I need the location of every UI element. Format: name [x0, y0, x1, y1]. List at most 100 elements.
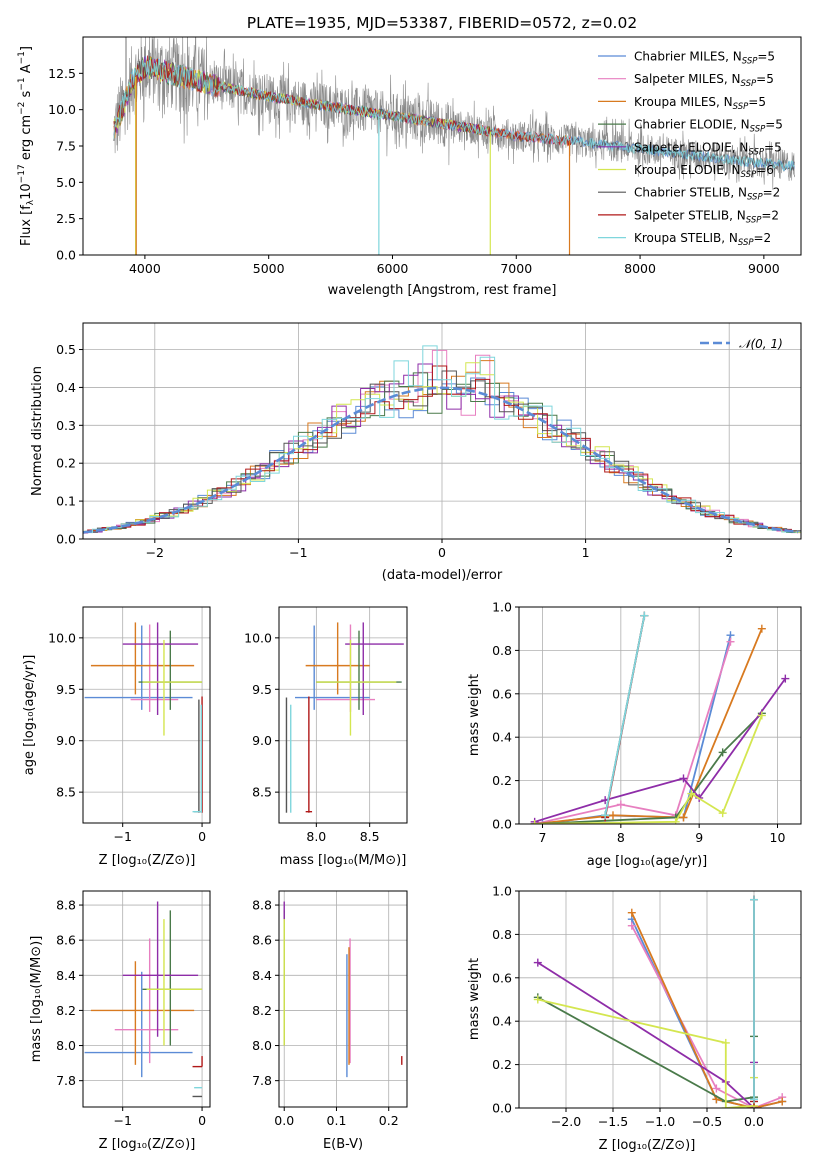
x-tick-label: 1	[582, 545, 590, 560]
y-tick-label: 7.8	[56, 1073, 76, 1088]
age-vs-mass-xlabel: mass [log₁₀(M/M⊙)]	[280, 853, 407, 868]
plot-area	[83, 345, 801, 535]
y-tick-label: 8.5	[56, 785, 76, 800]
x-tick-label: 9000	[748, 261, 780, 276]
y-tick-label: 5.0	[56, 175, 76, 190]
y-tick-label: 0.6	[492, 970, 512, 985]
legend-label: Salpeter MILES, NSSP=5	[634, 72, 774, 89]
y-tick-label: 0.3	[56, 418, 76, 433]
legend-subscript: SSP	[742, 57, 758, 67]
plot-area	[113, 37, 795, 255]
x-tick-label: −1	[113, 829, 131, 844]
mass-weight-line	[537, 996, 755, 1103]
residual-histogram	[83, 372, 801, 535]
mass-weight-line	[630, 912, 783, 1108]
weight-vs-z-ylabel: mass weight	[467, 958, 482, 1040]
legend-value: =2	[754, 231, 772, 245]
legend-label: 𝒩(0, 1)	[739, 337, 783, 351]
model-spectrum-line	[113, 55, 571, 146]
y-tick-label: 0.0	[56, 248, 76, 263]
weight-vs-age-xlabel: age [log₁₀(age/yr)]	[587, 854, 708, 869]
x-tick-label: 8.5	[360, 829, 380, 844]
spectrum-xlabel: wavelength [Angstrom, rest frame]	[328, 283, 557, 298]
y-tick-label: 8.8	[252, 898, 272, 913]
x-tick-label: 7000	[500, 261, 532, 276]
legend-value: =5	[765, 118, 783, 132]
legend-label: Salpeter STELIB, NSSP=2	[634, 208, 779, 225]
y-tick-label: 9.0	[252, 733, 272, 748]
legend-value: =2	[761, 208, 779, 222]
y-tick-label: 0.5	[56, 342, 76, 357]
age-vs-z-ylabel: age [log₁₀(age/yr)]	[22, 655, 37, 776]
residual-histogram	[83, 345, 801, 534]
y-tick-label: 0.2	[492, 773, 512, 788]
age-vs-z-panel: −1 0 8.5 9.0 9.5 10.0	[48, 606, 211, 844]
y-tick-label: 0.8	[492, 927, 512, 942]
x-tick-label: 4000	[129, 261, 161, 276]
mass-vs-z-panel: −1 0 7.8 8.0 8.2 8.4 8.6 8.8	[56, 890, 211, 1128]
x-tick-label: 9	[695, 830, 703, 845]
plot-area	[530, 611, 790, 824]
x-tick-label: −1	[113, 1113, 131, 1128]
y-tick-label: 10.0	[48, 102, 76, 117]
x-tick-label: 2	[725, 545, 733, 560]
y-tick-label: 10.0	[48, 630, 76, 645]
y-tick-label: 7.8	[252, 1073, 272, 1088]
x-tick-label: 8000	[624, 261, 656, 276]
y-tick-label: 0.1	[56, 494, 76, 509]
mass-weight-line	[534, 641, 732, 824]
y-tick-label: 8.0	[252, 1038, 272, 1053]
legend-label: Kroupa ELODIE, NSSP=6	[634, 163, 774, 180]
plot-area	[84, 901, 203, 1098]
x-tick-label: 8	[617, 830, 625, 845]
y-tick-label: 7.5	[56, 139, 76, 154]
y-tick-label: 9.0	[56, 733, 76, 748]
mass-weight-line	[537, 961, 755, 1108]
residuals-ylabel: Normed distribution	[30, 366, 45, 496]
legend-subscript: SSP	[750, 125, 766, 135]
mass-weight-line	[604, 615, 646, 816]
weight-vs-z-xlabel: Z [log₁₀(Z/Z⊙)]	[599, 1138, 696, 1153]
spectrum-panel: 4000 5000 6000 7000 8000 9000 0.0 2.5 5.0 7.5 10.0…	[48, 36, 802, 276]
x-tick-label: 7	[539, 830, 547, 845]
plot-area	[84, 622, 203, 813]
age-vs-mass-panel: 8.0 8.5 8.5 9.0 9.5 10.0	[244, 606, 408, 844]
x-tick-label: 0.0	[744, 1114, 764, 1129]
age-vs-z-xlabel: Z [log₁₀(Z/Z⊙)]	[99, 853, 196, 868]
y-tick-label: 0.0	[56, 532, 76, 547]
x-tick-label: −2	[146, 545, 164, 560]
y-tick-label: 10.0	[244, 630, 272, 645]
legend-subscript: SSP	[741, 170, 757, 180]
mass-vs-ebv-panel: 0.0 0.1 0.2 7.8 8.0 8.2 8.4 8.6 8.8	[252, 890, 408, 1128]
normal-curve	[83, 386, 799, 534]
spectrum-title: PLATE=1935, MJD=53387, FIBERID=0572, z=0…	[247, 14, 637, 32]
legend-subscript: SSP	[748, 147, 764, 157]
axis-frame	[518, 606, 802, 825]
y-tick-label: 0.2	[492, 1057, 512, 1072]
x-tick-label: 10	[770, 830, 786, 845]
mass-weight-line	[534, 712, 763, 824]
legend-value: =5	[748, 95, 766, 109]
mass-vs-ebv-xlabel: E(B-V)	[323, 1137, 363, 1152]
weight-vs-z-panel: −2.0 −1.5 −1.0 −0.5 0.0 0.0 0.2 0.4 0.6 0.8 1.0	[492, 884, 802, 1129]
weight-vs-age-ylabel: mass weight	[467, 674, 482, 756]
legend-value: =2	[763, 186, 781, 200]
legend-label: Kroupa STELIB, NSSP=2	[634, 231, 771, 248]
mass-weight-line	[534, 628, 763, 824]
y-tick-label: 8.4	[56, 968, 76, 983]
y-tick-label: 12.5	[48, 66, 76, 81]
legend-label: Salpeter ELODIE, NSSP=5	[634, 140, 782, 157]
weight-vs-age-panel: 7 8 9 10 0.0 0.2 0.4 0.6 0.8 1.0	[492, 600, 802, 845]
x-tick-label: 6000	[377, 261, 409, 276]
x-tick-label: −1.0	[645, 1114, 675, 1129]
y-tick-label: 0.0	[492, 817, 512, 832]
axis-frame	[278, 606, 408, 824]
x-tick-label: 5000	[253, 261, 285, 276]
y-tick-label: 8.8	[56, 898, 76, 913]
x-tick-label: 0.1	[327, 1113, 347, 1128]
x-tick-label: −2.0	[551, 1114, 581, 1129]
legend-subscript: SSP	[738, 238, 754, 248]
y-tick-label: 8.6	[252, 933, 272, 948]
spectrum-ylabel: Flux [fλ10−17 erg cm−2 s−1 A−1]	[17, 46, 36, 246]
